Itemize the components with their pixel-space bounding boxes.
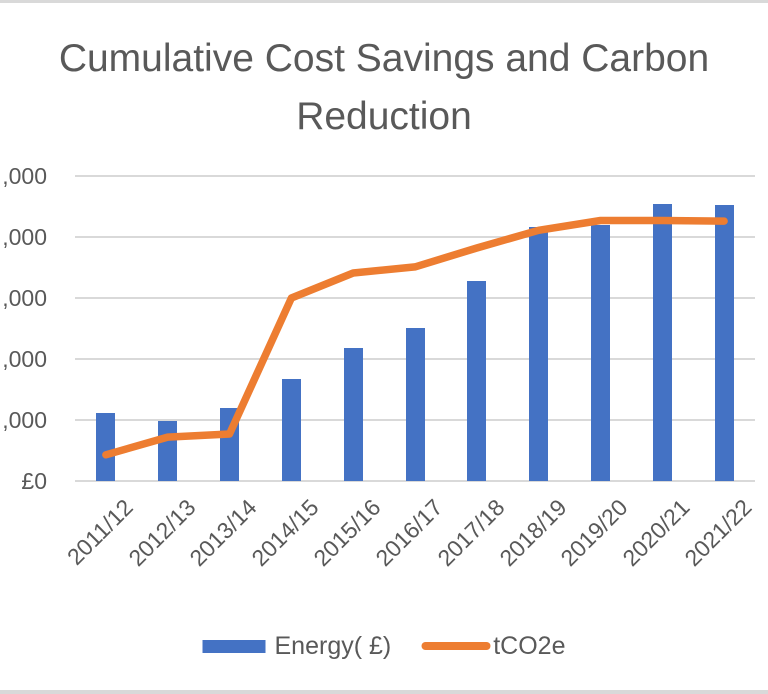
energy-bar-2016/17 <box>405 327 425 481</box>
energy-bar-2018/19 <box>529 227 549 481</box>
y-tick-label: ,000 <box>2 346 47 372</box>
energy-bar-2014/15 <box>281 379 301 481</box>
x-tick-label: 2012/13 <box>122 494 201 572</box>
energy-bar-2012/13 <box>158 421 178 481</box>
energy-bar-2013/14 <box>220 407 240 481</box>
y-tick-label: ,000 <box>2 163 47 189</box>
y-tick-label: ,000 <box>2 224 47 250</box>
energy-bar-2019/20 <box>590 224 610 481</box>
legend-tco2e-line-icon <box>421 642 491 650</box>
page-bottom-edge <box>0 690 768 694</box>
gridline <box>75 175 755 177</box>
energy-bar-2017/18 <box>467 280 487 481</box>
legend-energy-label: Energy( £) <box>274 631 392 660</box>
x-tick-label: 2021/22 <box>679 494 757 572</box>
x-tick-label: 2013/14 <box>184 494 262 572</box>
x-tick-label: 2015/16 <box>308 494 386 572</box>
x-tick-label: 2019/20 <box>555 494 633 572</box>
y-tick-label: £0 <box>21 468 47 494</box>
chart-title: Cumulative Cost Savings and Carbon Reduc… <box>58 37 710 138</box>
x-tick-label: 2011/12 <box>62 494 139 570</box>
energy-bar-2021/22 <box>714 205 734 481</box>
y-tick-label: ,000 <box>2 407 47 433</box>
x-tick-label: 2020/21 <box>617 494 695 572</box>
x-tick-label: 2018/19 <box>493 494 572 572</box>
x-tick-label: 2017/18 <box>432 494 510 572</box>
energy-bar-2015/16 <box>343 348 363 481</box>
page-top-edge <box>0 0 768 3</box>
energy-bar-2011/12 <box>96 413 116 481</box>
legend-tco2e-label: tCO2e <box>493 631 566 660</box>
x-tick-label: 2016/17 <box>370 494 448 572</box>
x-tick-label: 2014/15 <box>246 494 324 572</box>
gridline <box>75 480 755 482</box>
legend: Energy( £) tCO2e <box>202 631 566 660</box>
y-tick-label: ,000 <box>2 285 47 311</box>
legend-energy-swatch-icon <box>202 639 266 653</box>
energy-bar-2020/21 <box>652 204 672 481</box>
